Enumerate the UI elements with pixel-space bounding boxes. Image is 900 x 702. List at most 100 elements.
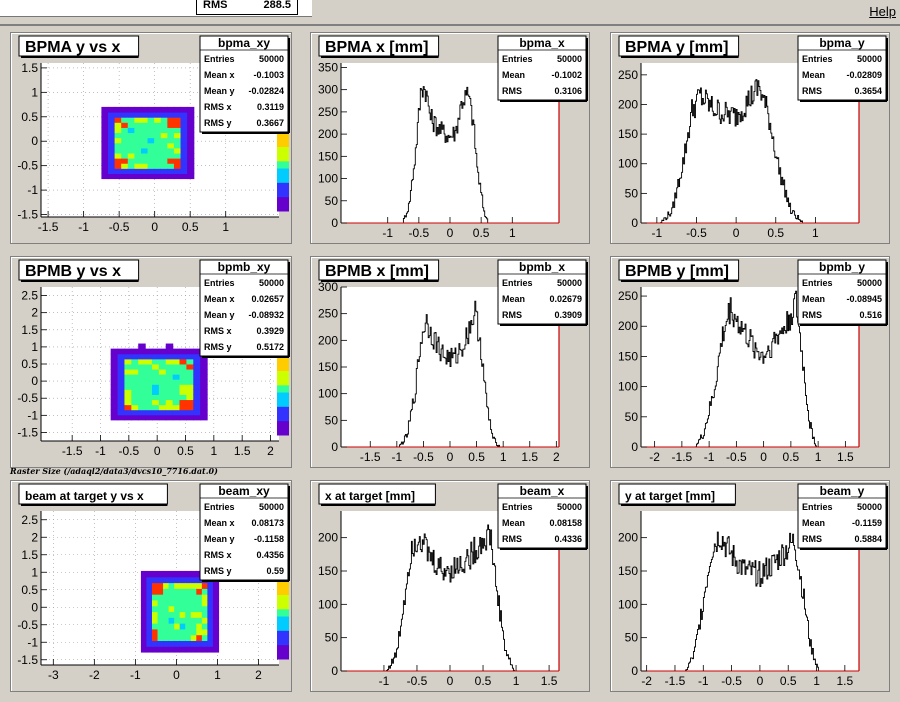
heatmap-cell: [207, 594, 214, 601]
heatmap-cell: [186, 363, 194, 370]
heatmap-cell: [190, 588, 197, 595]
pad-bpma_x[interactable]: -1 -0.5 0 0.5 1 0 50 100 150 200 250 300 350 BPMA x […: [310, 32, 590, 244]
y-tick-label: 50: [325, 631, 339, 645]
heatmap-cell: [163, 646, 170, 653]
stats-label: Mean x: [204, 294, 235, 304]
heatmap-cell: [146, 576, 153, 584]
heatmap-cell: [163, 634, 170, 641]
heatmap-cell: [190, 634, 197, 641]
heatmap-cell: [163, 588, 170, 595]
heatmap-cell: [179, 617, 186, 624]
heatmap-cell: [145, 374, 153, 380]
heatmap-cell: [179, 374, 188, 380]
stats-label: Mean: [502, 70, 525, 80]
heatmap-cell: [173, 152, 182, 159]
heatmap-cell: [108, 111, 116, 118]
pad-bpmb_x[interactable]: -1.5 -1 -0.5 0 0.5 1 1.5 2 0 50 100 150 200 250 300 BPM…: [310, 256, 590, 468]
x-tick-label: -3: [48, 668, 59, 682]
palette-step: [277, 146, 289, 155]
stats-background: [797, 483, 887, 549]
heatmap-cell: [134, 106, 142, 113]
heatmap-cell: [151, 646, 159, 653]
heatmap-cell: [172, 409, 181, 416]
heatmap-cell: [101, 152, 109, 159]
heatmap-cell: [200, 374, 208, 380]
y-tick-label: 50: [325, 413, 339, 427]
heatmap-cell: [101, 137, 109, 144]
heatmap-cell: [174, 640, 181, 647]
heatmap-cell: [140, 634, 148, 641]
heatmap-cell: [196, 599, 203, 607]
help-menu[interactable]: Help: [869, 4, 896, 19]
pad-bpma_xy[interactable]: 0100200-1.5-1-0.500.51-1.5-1-0.500.511.5…: [10, 32, 292, 244]
heatmap-cell: [207, 640, 214, 647]
y-tick-label: 200: [618, 531, 638, 545]
pad-bpmb_xy[interactable]: 0100200300-1.5-1-0.500.511.52-1.5-1-0.50…: [10, 256, 292, 468]
heatmap-cell: [127, 168, 135, 174]
heatmap-cell: [134, 163, 142, 169]
heatmap-cell: [165, 374, 174, 380]
heatmap-cell: [172, 414, 181, 421]
x-tick-label: -2: [89, 668, 100, 682]
heatmap-cell: [172, 368, 181, 375]
heatmap-cell: [151, 588, 159, 595]
heatmap-cell: [147, 137, 155, 144]
heatmap-cell: [173, 127, 182, 134]
x-tick-label: -1: [652, 226, 663, 240]
heatmap-cell: [108, 106, 116, 113]
heatmap-cell: [108, 173, 116, 180]
heatmap-cell: [154, 142, 162, 149]
stats-value: -0.1003: [253, 70, 284, 80]
heatmap-cell: [110, 409, 119, 416]
heatmap-cell: [187, 106, 195, 113]
heatmap-cell: [168, 617, 175, 624]
heatmap-cell: [167, 147, 175, 154]
stats-title: bpma_y: [819, 36, 865, 50]
pad-bpmb_y[interactable]: -2 -1.5 -1 -0.5 0 0.5 1 1.5 0 50 100 150 200 250 BPMB …: [610, 256, 890, 468]
x-tick-label: 0: [733, 226, 740, 240]
heatmap-cell: [163, 582, 170, 589]
heatmap-cell: [110, 374, 119, 380]
heatmap-cell: [163, 640, 170, 647]
heatmap-cell: [110, 414, 119, 421]
heatmap-cell: [186, 399, 194, 406]
heatmap-cell: [165, 409, 174, 416]
x-tick-label: 1: [815, 450, 822, 464]
heatmap-cell: [134, 168, 142, 174]
pad-beam_xy[interactable]: 0100200300-3-2-1012-1.5-1-0.500.511.522.…: [10, 480, 292, 692]
heatmap-cell: [173, 158, 182, 164]
heatmap-cell: [173, 117, 182, 123]
heatmap-cell: [207, 605, 214, 613]
stats-value: 0.3106: [554, 86, 582, 96]
heatmap-cell: [101, 122, 109, 128]
chart-bpmb_y: -2 -1.5 -1 -0.5 0 0.5 1 1.5 0 50 100 150 200 250 BPMB …: [618, 259, 888, 464]
heatmap-cell: [179, 404, 188, 411]
stats-label: Entries: [802, 278, 833, 288]
pad-bpma_y[interactable]: -1 -0.5 0 0.5 1 0 50 100 150 200 250 BPMA y [mm] bpm…: [610, 32, 890, 244]
palette-step: [277, 139, 289, 147]
palette-step: [277, 377, 289, 386]
panel-title: BPMA x [mm]: [325, 39, 428, 56]
y-tick-label: 200: [318, 333, 338, 347]
heatmap-cell: [117, 379, 126, 385]
heatmap-cell: [174, 599, 181, 607]
heatmap-cell: [212, 582, 220, 589]
heatmap-cell: [160, 147, 168, 154]
pad-beam_x[interactable]: -1 -0.5 0 0.5 1 1.5 0 50 100 150 200 x at target [m…: [310, 480, 590, 692]
heatmap-cell: [114, 147, 122, 154]
heatmap-cell: [201, 605, 208, 613]
x-tick-label: 1: [813, 674, 820, 688]
heatmap-cell: [138, 348, 146, 355]
heatmap-cell: [207, 623, 214, 630]
pad-beam_y[interactable]: -2 -1.5 -1 -0.5 0 0.5 1 1.5 0 50 100 150 200 y at tar…: [610, 480, 890, 692]
heatmap-cell: [151, 628, 159, 636]
heatmap-cell: [158, 384, 167, 390]
y-tick-label: 1: [31, 340, 38, 354]
heatmap-cell: [187, 173, 195, 180]
stats-value: 50000: [259, 278, 284, 288]
y-tick-label: 1.5: [21, 61, 38, 75]
heatmap-cell: [121, 111, 129, 118]
x-tick-label: 0.5: [177, 444, 194, 458]
heatmap-cell: [157, 617, 164, 624]
heatmap-cell: [131, 394, 139, 401]
